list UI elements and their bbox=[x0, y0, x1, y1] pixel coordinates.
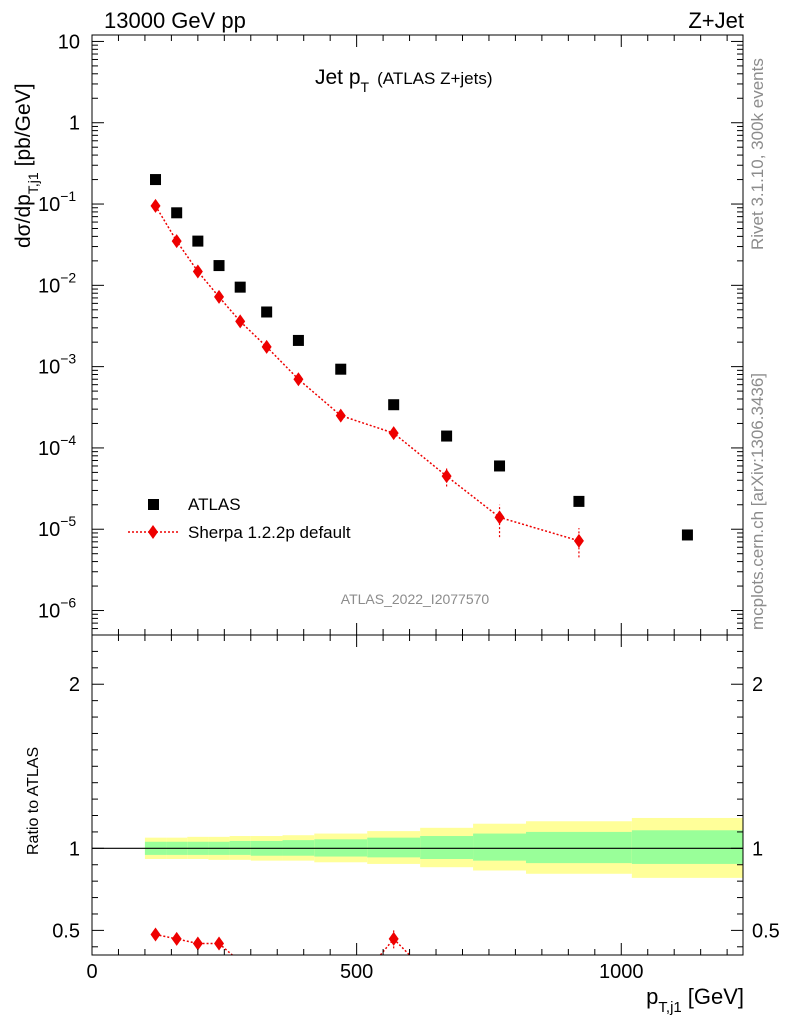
legend-atlas-label: ATLAS bbox=[188, 495, 241, 514]
sherpa-point bbox=[494, 510, 505, 525]
y-tick-label: 10−6 bbox=[38, 595, 76, 623]
atlas-point bbox=[234, 281, 246, 293]
header-channel-label: Z+Jet bbox=[688, 8, 744, 33]
atlas-point bbox=[681, 529, 693, 541]
y-tick-label-exponent: −4 bbox=[60, 432, 76, 448]
y-tick-label-base: 10 bbox=[38, 601, 60, 623]
x-label-sub: T,j1 bbox=[658, 999, 681, 1016]
uncertainty-band-inner bbox=[367, 837, 421, 858]
sherpa-point bbox=[214, 289, 225, 304]
ratio-y-tick-label-right: 0.5 bbox=[752, 920, 780, 942]
y-tick-label: 10−5 bbox=[38, 513, 76, 541]
analysis-label: ATLAS_2022_I2077570 bbox=[341, 591, 490, 607]
x-label-main: p bbox=[646, 984, 658, 1009]
ratio-sherpa-point bbox=[192, 936, 203, 951]
plot-title-sub: T bbox=[361, 79, 370, 95]
ratio-sherpa-point bbox=[388, 931, 399, 946]
ratio-panel-frame bbox=[91, 634, 744, 956]
plot-title: Jet pT (ATLAS Z+jets) bbox=[315, 66, 493, 95]
sherpa-point bbox=[335, 408, 346, 423]
y-label-sub: T,j1 bbox=[25, 172, 41, 194]
uncertainty-band-inner bbox=[420, 836, 474, 859]
x-tick-label: 500 bbox=[340, 961, 373, 983]
legend-sherpa-marker bbox=[148, 525, 158, 539]
y-tick-label-exponent: −6 bbox=[60, 595, 76, 611]
atlas-point bbox=[261, 306, 273, 318]
ratio-sherpa-point bbox=[150, 927, 161, 942]
side-generator-info: Rivet 3.1.10, 300k events bbox=[748, 58, 767, 250]
atlas-point bbox=[171, 207, 183, 219]
ratio-sherpa-point bbox=[171, 931, 182, 946]
ratio-y-tick-label-right: 1 bbox=[752, 838, 763, 860]
y-tick-label-exponent: −2 bbox=[60, 269, 76, 285]
uncertainty-band-inner bbox=[526, 831, 632, 864]
uncertainty-band-inner bbox=[473, 833, 526, 861]
main-panel-frame bbox=[91, 34, 744, 636]
y-tick-label-base: 10 bbox=[38, 357, 60, 379]
y-label-main: dσ/dp bbox=[12, 194, 35, 248]
main-y-axis-label: dσ/dpT,j1 [pb/GeV] bbox=[12, 83, 41, 248]
sherpa-point bbox=[171, 234, 182, 249]
y-tick-label-base: 10 bbox=[38, 438, 60, 460]
atlas-point bbox=[573, 495, 585, 507]
sherpa-point bbox=[388, 426, 399, 441]
ratio-y-tick-label-left: 0.5 bbox=[52, 920, 80, 942]
header-process-label: 13000 GeV pp bbox=[104, 8, 246, 33]
ratio-y-tick-label-left: 2 bbox=[69, 674, 80, 696]
x-tick-label: 0 bbox=[86, 961, 97, 983]
ratio-y-tick-label-right: 2 bbox=[752, 674, 763, 696]
uncertainty-band-inner bbox=[631, 830, 743, 864]
sherpa-point bbox=[441, 469, 452, 484]
y-tick-label-exponent: −5 bbox=[60, 513, 76, 529]
y-tick-label-exponent: −3 bbox=[60, 351, 76, 367]
sherpa-line bbox=[154, 205, 580, 542]
x-label-unit: [GeV] bbox=[688, 984, 744, 1009]
sherpa-point bbox=[192, 264, 203, 279]
atlas-point bbox=[494, 460, 506, 472]
sherpa-point bbox=[235, 314, 246, 329]
x-tick-label: 1000 bbox=[599, 961, 644, 983]
atlas-point bbox=[441, 430, 453, 442]
ratio-sherpa-line bbox=[155, 933, 220, 945]
atlas-point bbox=[213, 260, 225, 272]
y-tick-label: 10−2 bbox=[38, 269, 76, 297]
atlas-point bbox=[388, 399, 400, 411]
y-tick-label-base: 10 bbox=[38, 275, 60, 297]
sherpa-point bbox=[573, 533, 584, 548]
sherpa-point bbox=[150, 198, 161, 213]
ratio-panel: 0.5 0.5 1 1 2 2 0 500 1000 Ratio to ATLAS bbox=[25, 634, 780, 983]
y-tick-label-base: 10 bbox=[38, 194, 60, 216]
x-axis-label: pT,j1 [GeV] bbox=[646, 984, 744, 1016]
ratio-plot-content bbox=[92, 817, 743, 955]
y-tick-label: 10 bbox=[58, 31, 80, 53]
ratio-y-axis-label: Ratio to ATLAS bbox=[25, 747, 42, 855]
side-source-info: mcplots.cern.ch [arXiv:1306.3436] bbox=[748, 373, 767, 630]
atlas-point bbox=[292, 334, 304, 346]
y-tick-label: 1 bbox=[69, 113, 80, 135]
sherpa-point bbox=[261, 339, 272, 354]
y-tick-label: 10−4 bbox=[38, 432, 76, 460]
plot-title-suffix: (ATLAS Z+jets) bbox=[377, 69, 492, 88]
legend-sherpa-label: Sherpa 1.2.2p default bbox=[188, 523, 351, 542]
atlas-point bbox=[192, 235, 204, 247]
y-tick-label: 10−3 bbox=[38, 351, 76, 379]
y-tick-label-exponent: −1 bbox=[60, 188, 76, 204]
sherpa-point bbox=[293, 372, 304, 387]
legend: ATLAS Sherpa 1.2.2p default bbox=[128, 495, 351, 542]
legend-atlas-marker bbox=[148, 499, 159, 510]
main-plot-content bbox=[150, 174, 693, 558]
y-label-unit: [pb/GeV] bbox=[12, 83, 35, 166]
y-tick-label-base: 10 bbox=[38, 519, 60, 541]
ratio-sherpa-point bbox=[214, 936, 225, 951]
y-tick-label: 10−1 bbox=[38, 188, 76, 216]
ratio-y-tick-label-left: 1 bbox=[69, 838, 80, 860]
plot-title-main: Jet p bbox=[315, 66, 361, 89]
ratio-sherpa-line-exit bbox=[218, 942, 233, 955]
ratio-axes: 0.5 0.5 1 1 2 2 0 500 1000 bbox=[52, 634, 780, 983]
atlas-point bbox=[150, 174, 162, 186]
atlas-point bbox=[335, 363, 347, 375]
